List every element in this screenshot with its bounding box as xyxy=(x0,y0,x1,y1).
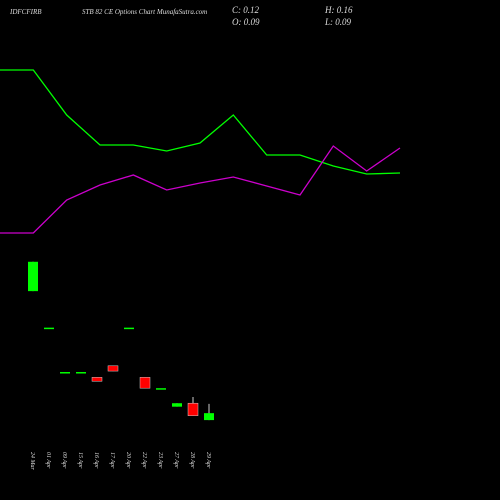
candle-body xyxy=(91,377,103,382)
candle-body xyxy=(124,327,134,330)
indicator-line xyxy=(0,69,401,175)
candle-body xyxy=(44,327,54,330)
candle-body xyxy=(139,377,151,389)
ohlc-label: O: 0.09 xyxy=(232,17,260,27)
x-tick-label: 23 Apr xyxy=(157,452,163,469)
x-tick-label: 09 Apr xyxy=(61,452,67,469)
candle-body xyxy=(172,403,182,407)
candle-body xyxy=(156,388,166,390)
x-tick-label: 01 Apr xyxy=(45,452,51,469)
chart-subtitle: STB 82 CE Options Chart MunafaSutra.com xyxy=(82,8,207,16)
candle-body xyxy=(28,261,38,292)
candle-body xyxy=(107,365,119,372)
candle-body xyxy=(76,372,86,374)
x-tick-label: 16 Apr xyxy=(93,452,99,469)
x-tick-label: 28 Apr xyxy=(189,452,195,469)
x-tick-label: 29 Apr xyxy=(205,452,211,469)
candle-body xyxy=(204,413,214,421)
x-tick-label: 22 Apr xyxy=(141,452,147,469)
x-tick-label: 20 Apr xyxy=(125,452,131,469)
chart-title: IDFCFIRB xyxy=(9,8,42,16)
x-tick-label: 24 Mar xyxy=(29,452,36,470)
ohlc-label: C: 0.12 xyxy=(232,5,260,15)
ohlc-label: L: 0.09 xyxy=(324,17,352,27)
x-tick-label: 17 Apr xyxy=(109,452,115,469)
ohlc-label: H: 0.16 xyxy=(324,5,353,15)
indicator-line xyxy=(0,145,401,234)
x-tick-label: 27 Apr xyxy=(173,452,179,469)
candle-body xyxy=(187,402,199,416)
candle-body xyxy=(60,372,70,374)
x-tick-label: 15 Apr xyxy=(77,452,83,469)
